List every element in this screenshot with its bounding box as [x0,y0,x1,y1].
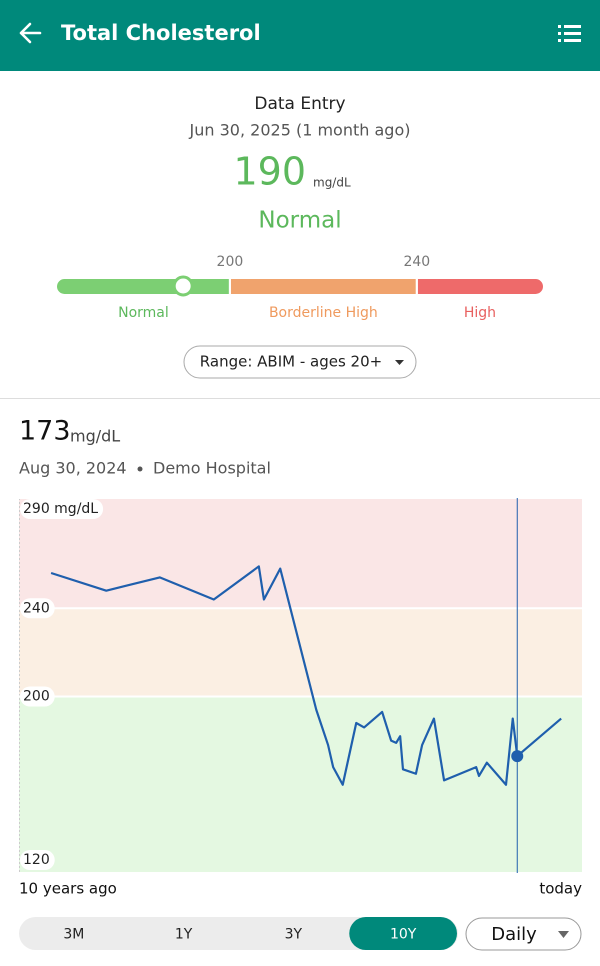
y-tick-label-bg [20,686,55,707]
range-zone-label: Normal [118,305,169,321]
app-title: Total Cholesterol [61,21,261,45]
y-tick-label-bg [20,850,55,870]
entry-heading: Data Entry [254,94,345,114]
x-tick-label: today [539,880,582,898]
range-tab[interactable]: 3Y [285,927,303,943]
reading-unit: mg/dL [70,427,120,446]
current-marker [172,275,194,297]
y-tick-label: 200 [23,689,50,705]
interval-dropdown[interactable] [465,917,582,951]
y-tick-label: 240 [23,600,50,616]
range-bar [57,279,543,294]
x-tick-label: 10 years ago [19,880,117,898]
y-tick-label-bg [20,499,104,519]
y-tick-label-bg [20,598,55,619]
y-tick-label: 120 [23,852,50,868]
threshold-label: 240 [403,254,430,270]
range-tab-selected[interactable] [349,917,457,950]
interval-label[interactable]: Daily [491,924,537,945]
range-selector-label: Range: ABIM - ages 20+ [200,353,382,371]
separator-dot [137,466,143,472]
range-zone [230,279,416,294]
range-zone [57,279,229,294]
menu-button[interactable] [558,25,581,42]
range-tabs [19,917,458,950]
range-zone-label: Borderline High [269,305,378,321]
reading-source: Demo Hospital [153,459,271,478]
range-tab[interactable]: 3M [63,927,84,943]
range-band [19,498,582,609]
reading-value: 173 [19,416,71,447]
threshold-label: 200 [217,254,244,270]
range-tab[interactable]: 1Y [175,927,193,943]
selected-point [511,750,524,763]
y-tick-label: 290 mg/dL [23,501,98,517]
range-zone [417,279,543,294]
entry-status: Normal [258,208,341,234]
entry-value: 190 [233,150,306,194]
entry-unit: mg/dL [313,176,351,190]
range-band [19,696,582,873]
dropdown-caret [558,931,569,938]
range-zone-label: High [464,305,496,321]
app-bar [0,0,600,71]
reading-date: Aug 30, 2024 [19,459,127,478]
entry-date: Jun 30, 2025 (1 month ago) [189,121,411,140]
range-selector[interactable] [183,345,417,379]
range-tab[interactable]: 10Y [390,927,417,943]
data-line [50,565,562,786]
back-button[interactable] [19,22,42,44]
